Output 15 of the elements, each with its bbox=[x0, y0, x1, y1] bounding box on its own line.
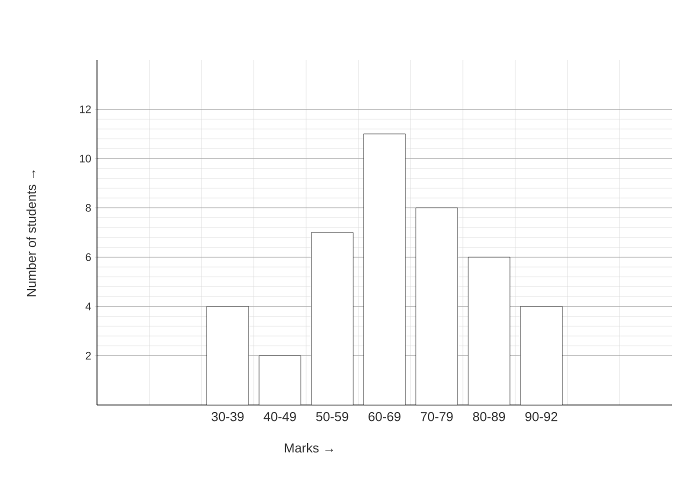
x-tick-label: 40-49 bbox=[264, 412, 296, 422]
x-tick-label: 90-92 bbox=[525, 412, 558, 422]
x-tick-label: 60-69 bbox=[368, 412, 400, 422]
x-tick-label: 70-79 bbox=[420, 412, 453, 422]
y-axis-title: Number of students → bbox=[26, 170, 36, 296]
y-tick-label: 12 bbox=[80, 105, 91, 114]
x-tick-label: 50-59 bbox=[316, 412, 348, 422]
y-tick-label: 10 bbox=[80, 154, 91, 162]
y-tick-label: 6 bbox=[86, 253, 91, 262]
x-tick-label: 80-89 bbox=[473, 412, 505, 422]
y-tick-label: 2 bbox=[86, 352, 91, 360]
x-axis-title: Marks → bbox=[284, 443, 333, 453]
y-tick-label: 4 bbox=[86, 302, 92, 310]
x-tick-label: 30-39 bbox=[212, 412, 244, 422]
y-tick-label: 8 bbox=[86, 204, 91, 212]
